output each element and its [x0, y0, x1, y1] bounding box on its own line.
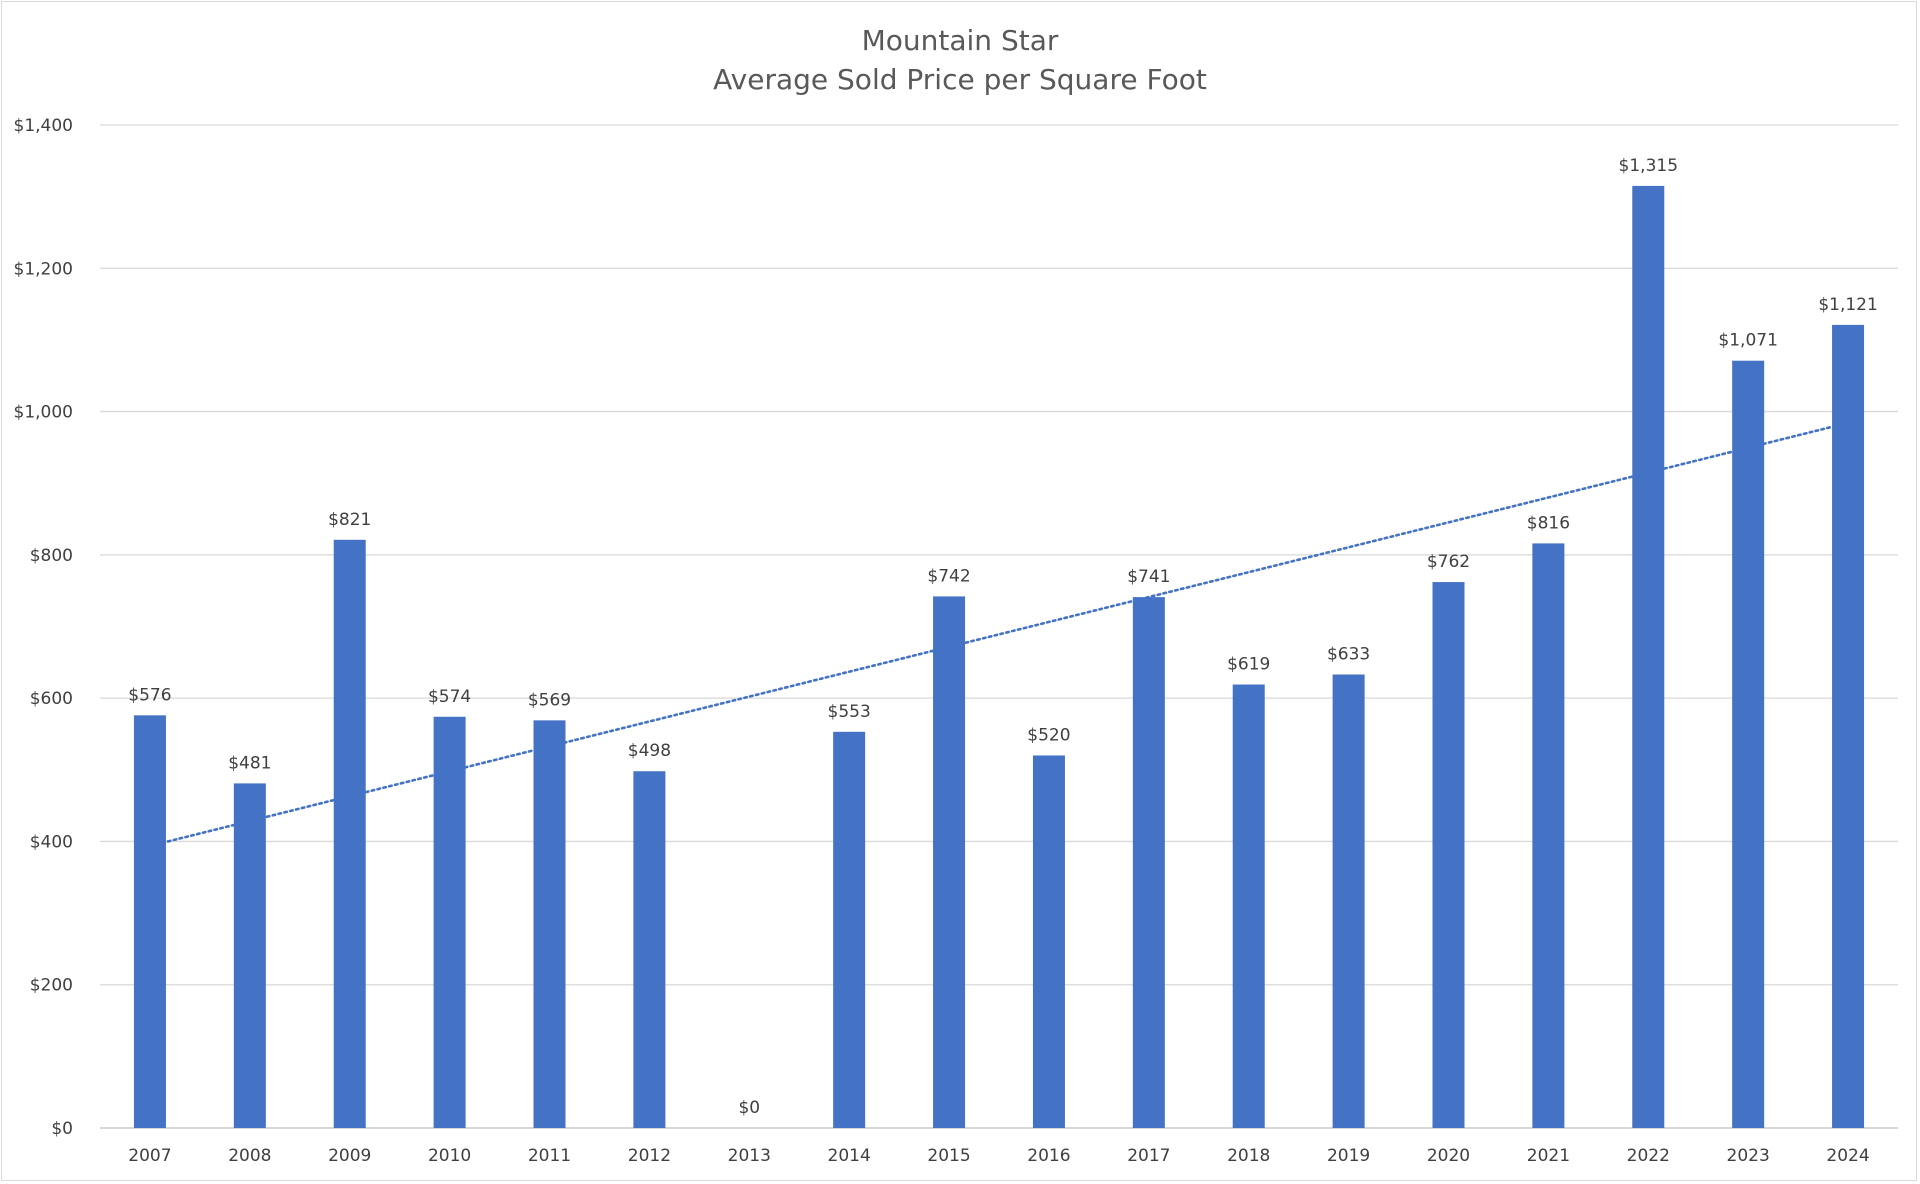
trendline — [166, 426, 1832, 843]
x-tick-label: 2010 — [428, 1146, 471, 1166]
chart-subtitle: Average Sold Price per Square Foot — [713, 63, 1207, 96]
x-tick-label: 2020 — [1427, 1146, 1470, 1166]
bar-2010 — [433, 716, 466, 1128]
bar-2022 — [1632, 185, 1665, 1128]
y-tick-label: $600 — [30, 689, 73, 709]
x-tick-label: 2008 — [228, 1146, 271, 1166]
gridlines — [100, 124, 1898, 1129]
bar-2008 — [233, 783, 266, 1128]
y-tick-label: $800 — [30, 546, 73, 566]
data-label: $742 — [927, 566, 970, 586]
data-label: $498 — [628, 741, 671, 761]
data-label: $762 — [1427, 552, 1470, 572]
y-tick-label: $0 — [51, 1119, 73, 1139]
bar-2024 — [1832, 324, 1865, 1129]
data-labels: $576 $481 $821 $574 $569 $498 $0 $553 $742 $520 $7… — [128, 156, 1877, 1118]
x-tick-label: 2013 — [728, 1146, 771, 1166]
bar-2021 — [1532, 543, 1565, 1128]
x-tick-label: 2009 — [328, 1146, 371, 1166]
data-label: $741 — [1127, 567, 1170, 587]
bar-2015 — [933, 596, 966, 1128]
bar-2014 — [833, 731, 866, 1128]
x-tick-label: 2007 — [128, 1146, 171, 1166]
y-tick-label: $1,000 — [14, 403, 73, 423]
x-tick-label: 2012 — [628, 1146, 671, 1166]
data-label: $481 — [228, 753, 271, 773]
data-label: $1,071 — [1718, 331, 1777, 351]
data-label: $553 — [828, 702, 871, 722]
bar-2020 — [1432, 582, 1465, 1128]
trendline-path — [166, 426, 1832, 843]
x-tick-label: 2018 — [1227, 1146, 1270, 1166]
data-label: $1,121 — [1818, 295, 1877, 315]
x-tick-label: 2023 — [1727, 1146, 1770, 1166]
data-label: $569 — [528, 690, 571, 710]
chart-title: Mountain Star — [862, 24, 1059, 57]
bars — [133, 185, 1865, 1129]
bar-2012 — [633, 771, 666, 1128]
data-label: $520 — [1027, 725, 1070, 745]
bar-2017 — [1132, 597, 1165, 1128]
x-tick-label: 2021 — [1527, 1146, 1570, 1166]
bar-2018 — [1232, 684, 1265, 1128]
bar-2009 — [333, 539, 366, 1128]
x-tick-label: 2022 — [1627, 1146, 1670, 1166]
data-label: $574 — [428, 687, 471, 707]
data-label: $633 — [1327, 645, 1370, 665]
x-tick-label: 2014 — [828, 1146, 871, 1166]
y-tick-label: $1,200 — [14, 259, 73, 279]
x-tick-label: 2011 — [528, 1146, 571, 1166]
data-label: $619 — [1227, 655, 1270, 675]
bar-2019 — [1332, 674, 1365, 1128]
bar-2023 — [1732, 360, 1765, 1129]
data-label: $1,315 — [1619, 156, 1678, 176]
y-tick-label: $1,400 — [14, 116, 73, 136]
y-tick-label: $200 — [30, 976, 73, 996]
y-tick-label: $400 — [30, 832, 73, 852]
x-tick-label: 2019 — [1327, 1146, 1370, 1166]
x-tick-label: 2017 — [1127, 1146, 1170, 1166]
x-axis: 2007 2008 2009 2010 2011 2012 2013 2014 2015 2016… — [128, 1146, 1869, 1166]
bar-2016 — [1032, 755, 1065, 1128]
bar-2007 — [133, 715, 166, 1128]
data-label: $576 — [128, 685, 171, 705]
x-tick-label: 2015 — [927, 1146, 970, 1166]
data-label: $0 — [738, 1098, 760, 1118]
data-label: $821 — [328, 510, 371, 530]
x-tick-label: 2024 — [1826, 1146, 1869, 1166]
bar-2011 — [533, 720, 566, 1128]
y-axis: $0 $200 $400 $600 $800 $1,000 $1,200 $1,400 — [14, 116, 73, 1139]
data-label: $816 — [1527, 513, 1570, 533]
x-tick-label: 2016 — [1027, 1146, 1070, 1166]
